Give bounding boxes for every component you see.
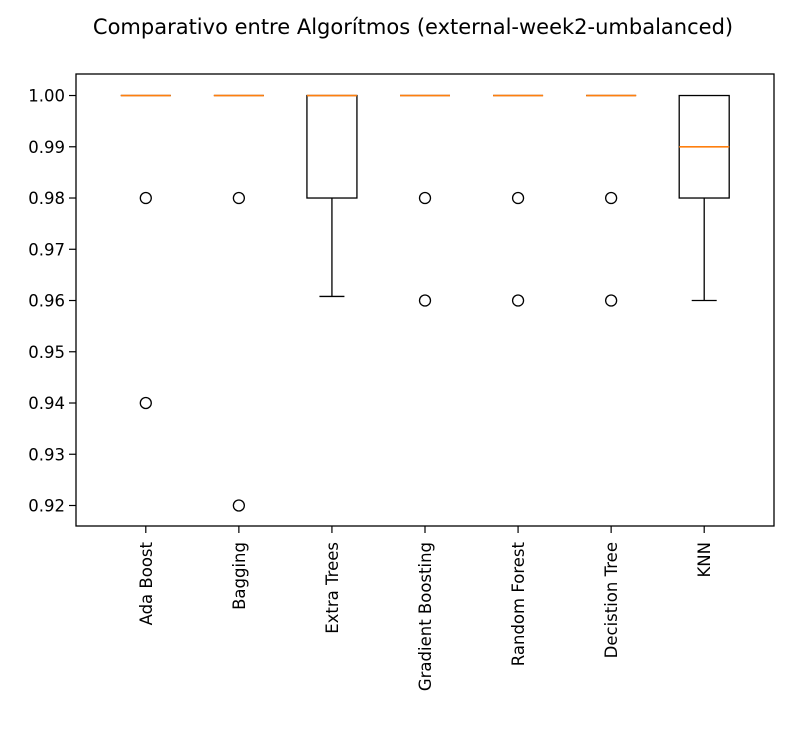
outlier-point bbox=[139, 191, 152, 205]
outlier-point bbox=[511, 294, 525, 307]
x-tick-label: Ada Boost bbox=[137, 541, 156, 625]
outlier-point bbox=[232, 191, 246, 205]
y-tick-label: 0.93 bbox=[28, 445, 65, 464]
y-tick-label: 0.97 bbox=[28, 240, 65, 259]
y-tick-label: 0.92 bbox=[28, 497, 65, 516]
x-tick-label: KNN bbox=[695, 542, 714, 578]
outlier-point bbox=[139, 396, 152, 410]
x-tick-label: Gradient Boosting bbox=[416, 542, 435, 691]
x-tick-label: Bagging bbox=[230, 542, 249, 610]
box bbox=[306, 94, 358, 199]
x-tick-label: Random Forest bbox=[509, 541, 528, 666]
outlier-point bbox=[604, 191, 618, 205]
x-tick-label: Extra Trees bbox=[323, 542, 342, 634]
outlier-point bbox=[418, 294, 432, 307]
y-tick-label: 0.96 bbox=[28, 292, 65, 311]
y-tick-label: 0.99 bbox=[28, 138, 65, 157]
outlier-point bbox=[511, 191, 525, 205]
plot-area: 0.92 0.93 0.94 0.95 0.96 0.97 0.98 0.99 1.00 Ada … bbox=[28, 87, 730, 691]
y-tick-label: 0.98 bbox=[28, 189, 65, 208]
y-tick-label: 0.95 bbox=[28, 343, 65, 362]
y-tick-label: 0.94 bbox=[28, 394, 65, 413]
axes-frame bbox=[75, 73, 775, 527]
y-tick-label: 1.00 bbox=[28, 87, 65, 106]
outlier-point bbox=[232, 499, 246, 512]
outlier-point bbox=[604, 294, 618, 307]
outlier-point bbox=[418, 191, 432, 205]
chart-title: Comparativo entre Algorítmos (external-w… bbox=[93, 15, 733, 39]
x-tick-label: Decistion Tree bbox=[602, 542, 621, 658]
